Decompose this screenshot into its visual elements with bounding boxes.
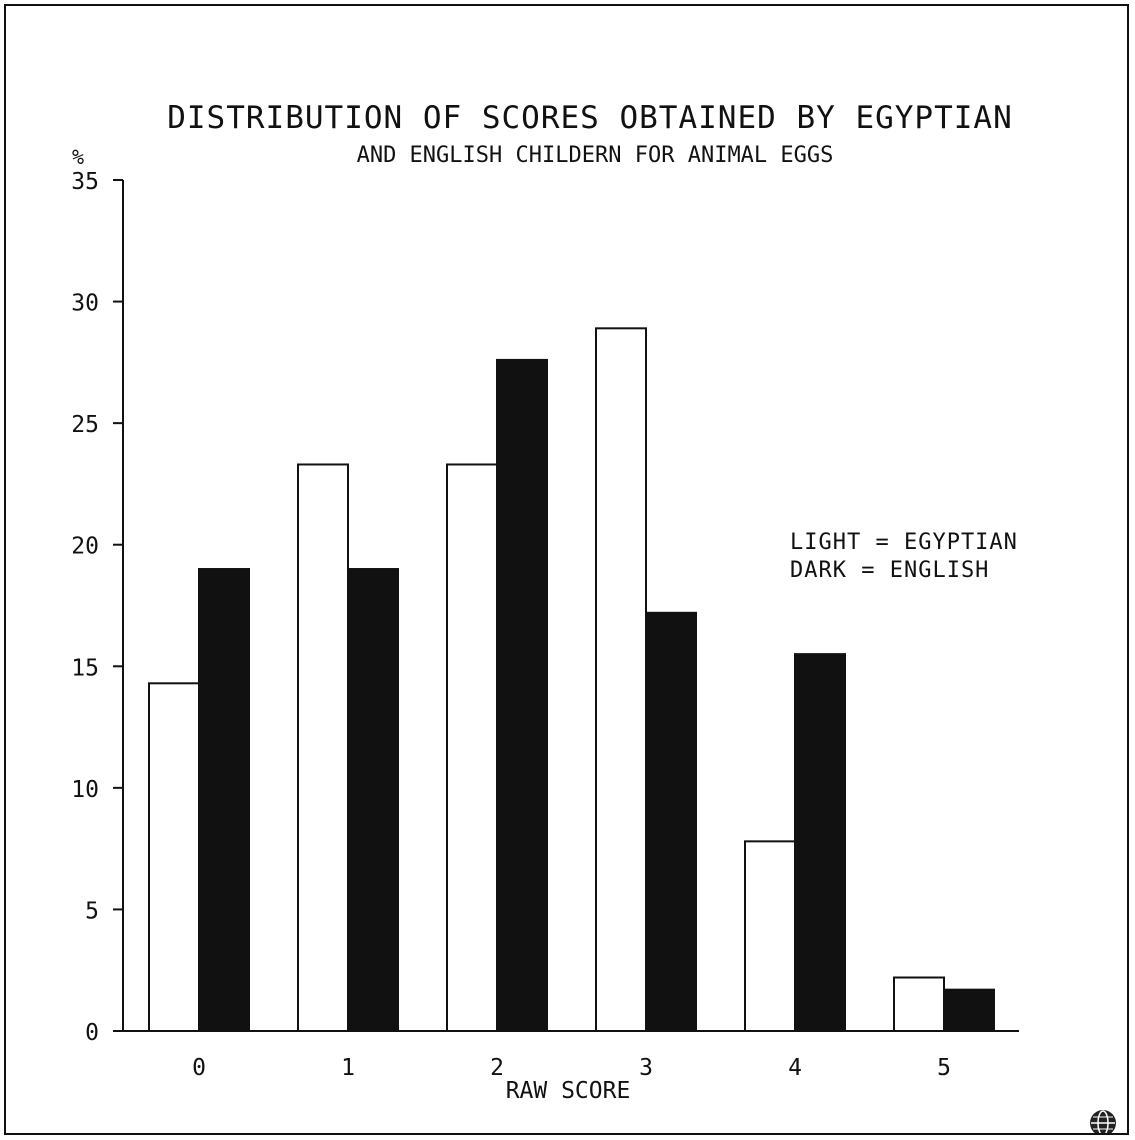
bar-egyptian-3: [595, 327, 647, 1032]
x-tick-label: 4: [788, 1055, 802, 1081]
y-tick-label: 25: [71, 412, 99, 438]
y-tick-label: 15: [71, 655, 99, 681]
y-tick-label: 20: [71, 534, 99, 560]
legend: LIGHT = EGYPTIAN DARK = ENGLISH: [790, 530, 1018, 583]
y-tick-label: 30: [71, 291, 99, 317]
y-tick-label: 5: [85, 898, 99, 924]
bar-egyptian-1: [297, 463, 349, 1032]
bar-egyptian-2: [446, 463, 498, 1032]
plot-area: 0 5 10 15 20 25 30 35 0 1 2 3 4 5: [71, 169, 1019, 1081]
bar-egyptian-5: [893, 976, 945, 1032]
x-tick-label: 0: [192, 1055, 206, 1081]
y-tick-label: 10: [71, 777, 99, 803]
y-tick-label: 0: [85, 1020, 99, 1046]
y-tick-label: 35: [71, 169, 99, 195]
bar-egyptian-4: [744, 840, 796, 1032]
x-tick-label: 1: [341, 1055, 355, 1081]
chart-title: DISTRIBUTION OF SCORES OBTAINED BY EGYPT…: [167, 100, 1013, 136]
bar-english-5: [943, 988, 995, 1032]
x-tick-label: 2: [490, 1055, 504, 1081]
bar-english-3: [645, 611, 697, 1033]
chart-subtitle: AND ENGLISH CHILDERN FOR ANIMAL EGGS: [357, 143, 834, 168]
x-axis-label: RAW SCORE: [506, 1078, 631, 1104]
chart-frame: DISTRIBUTION OF SCORES OBTAINED BY EGYPT…: [4, 4, 1129, 1136]
x-tick-label: 3: [639, 1055, 653, 1081]
y-axis-unit: %: [72, 145, 84, 169]
x-tick-label: 5: [937, 1055, 951, 1081]
bar-english-1: [347, 568, 399, 1032]
bar-english-0: [198, 568, 250, 1032]
bar-chart: DISTRIBUTION OF SCORES OBTAINED BY EGYPT…: [71, 100, 1116, 1136]
legend-entry-light: LIGHT = EGYPTIAN: [790, 530, 1018, 555]
bar-english-2: [496, 358, 548, 1032]
globe-icon: [1090, 1110, 1116, 1136]
legend-entry-dark: DARK = ENGLISH: [790, 558, 989, 583]
bar-english-4: [794, 653, 846, 1033]
bar-egyptian-0: [148, 682, 200, 1032]
